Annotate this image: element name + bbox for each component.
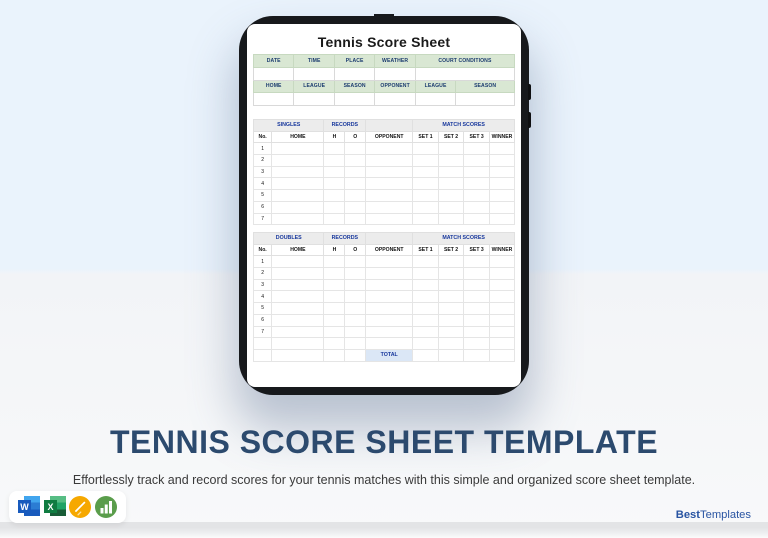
svg-text:W: W xyxy=(20,502,29,512)
svg-text:X: X xyxy=(47,502,53,512)
